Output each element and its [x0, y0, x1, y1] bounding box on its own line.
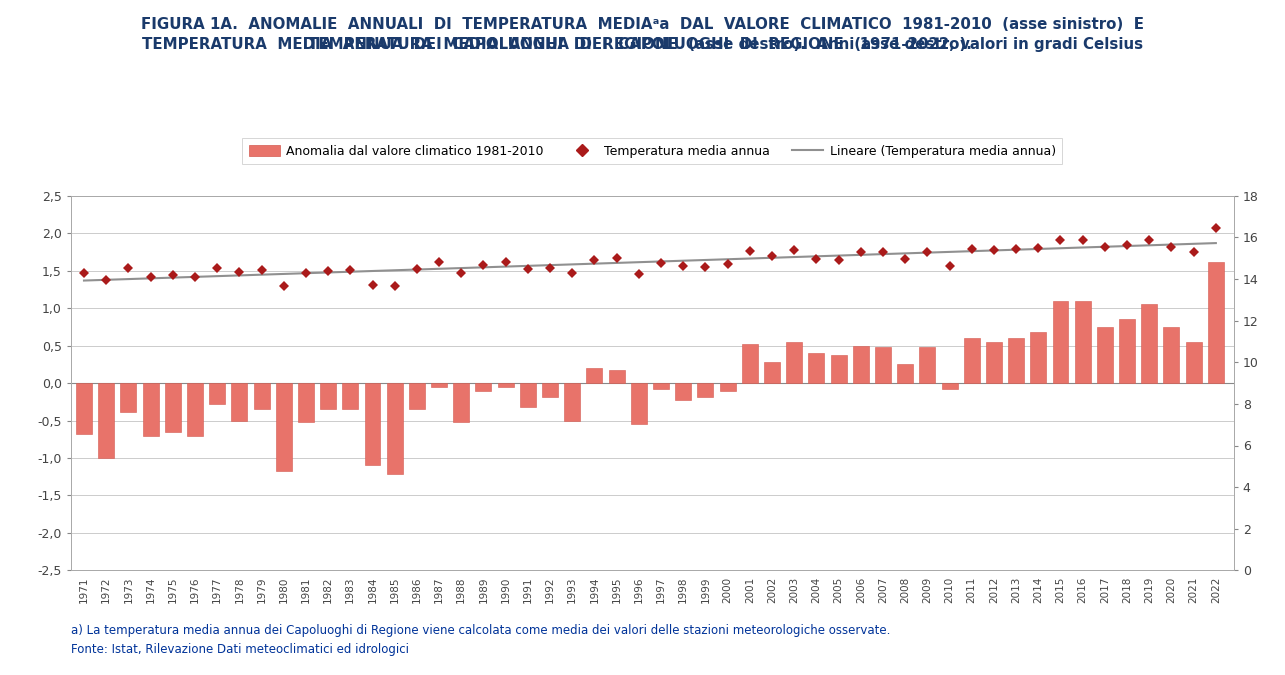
Text: Fonte: Istat, Rilevazione Dati meteoclimatici ed idrologici: Fonte: Istat, Rilevazione Dati meteoclim… — [71, 643, 409, 655]
Bar — [1031, 332, 1046, 383]
Bar — [986, 342, 1002, 383]
Bar — [454, 383, 469, 422]
Bar — [897, 364, 914, 383]
Bar — [675, 383, 691, 400]
Bar — [1009, 338, 1024, 383]
Bar — [609, 370, 625, 383]
Text: FIGURA 1A.  ANOMALIE  ANNUALI  DI  TEMPERATURA  MEDIAᵃa  DAL  VALORE  CLIMATICO : FIGURA 1A. ANOMALIE ANNUALI DI TEMPERATU… — [141, 17, 1144, 32]
Bar — [698, 383, 713, 396]
Bar — [1208, 262, 1223, 383]
Bar — [919, 347, 935, 383]
Bar — [186, 383, 203, 435]
Text: TEMPERATURA  MEDIA  ANNUA  DEI  CAPOLUOGHI  DI  REGIONE  (asse destro).: TEMPERATURA MEDIA ANNUA DEI CAPOLUOGHI D… — [308, 37, 977, 52]
Bar — [143, 383, 158, 435]
Bar — [564, 383, 581, 421]
Bar — [631, 383, 646, 425]
Bar — [765, 362, 780, 383]
Bar — [808, 353, 825, 383]
Bar — [964, 338, 979, 383]
Bar — [253, 383, 270, 409]
Bar — [1119, 319, 1135, 383]
Text: a) La temperatura media annua dei Capoluoghi di Regione viene calcolata come med: a) La temperatura media annua dei Capolu… — [71, 624, 891, 637]
Bar — [830, 354, 847, 383]
Bar — [720, 383, 735, 391]
Bar — [942, 383, 957, 389]
Bar — [231, 383, 247, 421]
Bar — [1186, 342, 1201, 383]
Bar — [1097, 327, 1113, 383]
Bar — [1141, 304, 1158, 383]
Bar — [276, 383, 292, 471]
Bar — [542, 383, 558, 396]
Bar — [475, 383, 491, 391]
Bar — [853, 346, 869, 383]
Bar — [1074, 300, 1091, 383]
Bar — [76, 383, 93, 434]
Bar — [365, 383, 380, 466]
Bar — [497, 383, 514, 387]
Bar — [875, 347, 891, 383]
Bar — [520, 383, 536, 407]
Bar — [98, 383, 114, 458]
Text: TEMPERATURA  MEDIA  ANNUA  DEI  CAPOLUOGHI  DI  REGIONE  (asse destro).  Anni 19: TEMPERATURA MEDIA ANNUA DEI CAPOLUOGHI D… — [141, 37, 1144, 52]
Bar — [298, 383, 314, 422]
Bar — [1052, 300, 1069, 383]
Bar — [209, 383, 225, 404]
Bar — [164, 383, 181, 432]
Bar — [342, 383, 359, 409]
Legend: Anomalia dal valore climatico 1981-2010, Temperatura media annua, Lineare (Tempe: Anomalia dal valore climatico 1981-2010,… — [243, 138, 1061, 164]
Bar — [320, 383, 337, 409]
Bar — [653, 383, 669, 389]
Bar — [409, 383, 425, 409]
Bar — [786, 342, 802, 383]
Bar — [430, 383, 447, 387]
Bar — [387, 383, 402, 475]
Bar — [121, 383, 136, 412]
Bar — [586, 368, 603, 383]
Bar — [1163, 327, 1180, 383]
Bar — [741, 344, 758, 383]
